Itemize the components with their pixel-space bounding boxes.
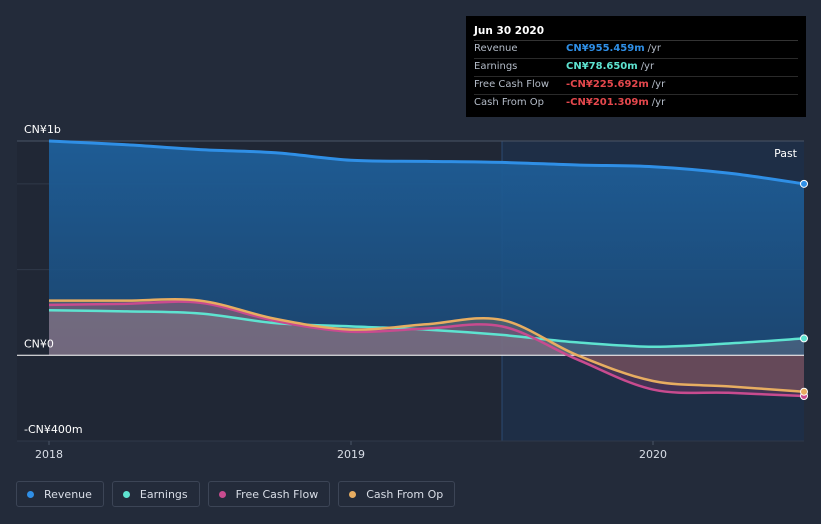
tooltip-label: Earnings (474, 61, 518, 72)
tooltip-row-cash-from-op: Cash From Op -CN¥201.309m /yr (474, 95, 798, 112)
legend-label: Free Cash Flow (235, 487, 319, 501)
point-earnings (800, 334, 808, 343)
tooltip-value: -CN¥225.692m (566, 79, 649, 90)
past-label: Past (774, 147, 798, 160)
chart-legend: Revenue Earnings Free Cash Flow Cash Fro… (16, 481, 456, 507)
tooltip-unit: /yr (651, 97, 666, 108)
y-tick-label: CN¥0 (24, 337, 54, 350)
legend-item-cash-from-op[interactable]: Cash From Op (338, 481, 456, 507)
tooltip-label: Free Cash Flow (474, 79, 550, 90)
tooltip-label: Revenue (474, 43, 518, 54)
tooltip-date: Jun 30 2020 (474, 23, 798, 41)
point-revenue (800, 179, 808, 188)
area-earnings (49, 310, 804, 356)
point-cash-from-op (800, 387, 808, 396)
legend-dot-icon (27, 490, 34, 498)
tooltip-row-earnings: Earnings CN¥78.650m /yr (474, 59, 798, 77)
tooltip-unit: /yr (647, 43, 662, 54)
line-free-cash-flow (48, 300, 805, 398)
legend-dot-icon (122, 490, 130, 498)
legend-label: Cash From Op (366, 487, 444, 501)
data-tooltip: Jun 30 2020 Revenue CN¥955.459m /yr Earn… (466, 16, 806, 117)
y-tick-label: -CN¥400m (24, 423, 83, 436)
legend-label: Revenue (44, 487, 92, 501)
legend-label: Earnings (139, 487, 188, 501)
legend-dot-icon (218, 490, 226, 498)
x-tick-label: 2019 (337, 448, 365, 461)
x-tick-label: 2018 (35, 448, 63, 461)
legend-item-earnings[interactable]: Earnings (111, 481, 200, 507)
tooltip-value: CN¥78.650m (566, 61, 638, 72)
legend-dot-icon (349, 490, 357, 498)
tooltip-value: -CN¥201.309m (566, 97, 649, 108)
tooltip-unit: /yr (651, 79, 666, 90)
line-cash-from-op (49, 298, 805, 393)
tooltip-row-revenue: Revenue CN¥955.459m /yr (474, 41, 798, 59)
tooltip-unit: /yr (640, 61, 655, 72)
tooltip-value: CN¥955.459m (566, 43, 645, 54)
x-tick-label: 2020 (639, 448, 667, 461)
line-revenue (48, 139, 805, 186)
legend-item-revenue[interactable]: Revenue (16, 481, 104, 507)
area-cash-from-op (49, 299, 804, 392)
area-free-cash-flow (49, 301, 804, 396)
tooltip-label: Cash From Op (474, 97, 545, 108)
revenue-area (49, 141, 804, 356)
legend-item-free-cash-flow[interactable]: Free Cash Flow (207, 481, 331, 507)
tooltip-row-free-cash-flow: Free Cash Flow -CN¥225.692m /yr (474, 77, 798, 95)
y-tick-label: CN¥1b (24, 123, 61, 136)
